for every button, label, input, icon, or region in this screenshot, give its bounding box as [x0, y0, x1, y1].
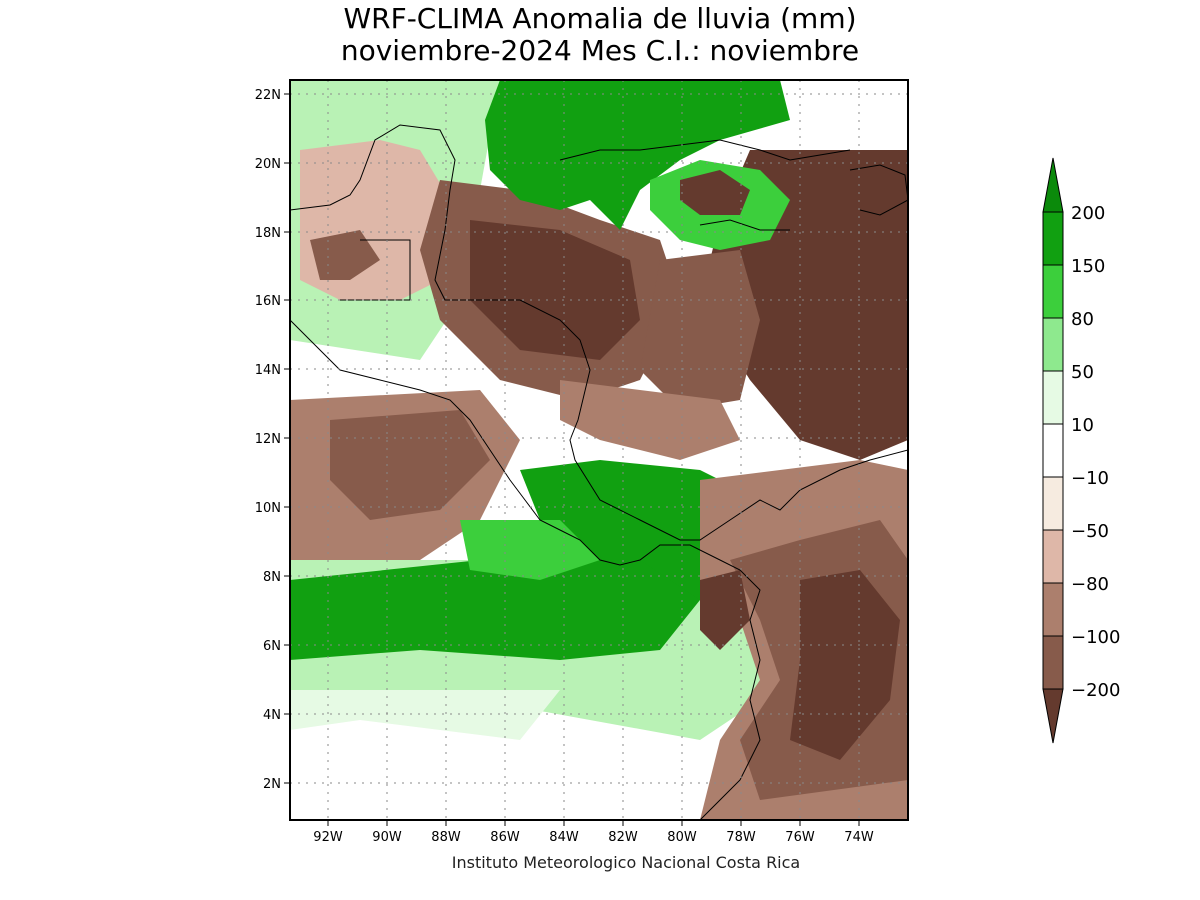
colorbar-box	[1042, 370, 1064, 425]
brown-jamaica-core	[680, 170, 750, 215]
colorbar-box	[1042, 264, 1064, 319]
lon-labels: 92W 90W 88W 86W 84W 82W 80W 78W 76W 74W	[313, 830, 874, 845]
lon-tick-label: 86W	[490, 830, 520, 845]
pale-green-south	[290, 690, 560, 740]
map-frame	[289, 79, 909, 821]
colorbar-label: 80	[1071, 309, 1094, 330]
colorbar-label: −10	[1071, 468, 1109, 489]
colorbar-label: −100	[1071, 627, 1120, 648]
lon-tick-label: 82W	[608, 830, 638, 845]
lat-tick-label: 12N	[255, 432, 281, 447]
triangle-up-icon	[1042, 157, 1064, 213]
lat-tick-label: 22N	[255, 88, 281, 103]
colorbar	[1042, 157, 1064, 744]
colorbar-label: −200	[1071, 680, 1120, 701]
brown-caribbean-south	[560, 380, 740, 460]
cuba-coast	[559, 139, 851, 161]
colorbar-label: 200	[1071, 203, 1105, 224]
jamaica-coast	[699, 219, 790, 231]
colorbar-label: −50	[1071, 521, 1109, 542]
green-pacific-coast	[460, 520, 600, 580]
colorbar-box	[1042, 635, 1064, 690]
hispaniola-coast	[849, 164, 908, 216]
map-field	[290, 80, 908, 820]
colorbar-box	[1042, 582, 1064, 637]
lat-tick-label: 2N	[263, 777, 281, 792]
lat-tick-label: 14N	[255, 363, 281, 378]
map-title-line1: WRF-CLIMA Anomalia de lluvia (mm)	[343, 2, 857, 35]
lon-tick-label: 92W	[313, 830, 343, 845]
map-title-line2: noviembre-2024 Mes C.I.: noviembre	[340, 34, 860, 67]
lon-tick-label: 80W	[667, 830, 697, 845]
lat-tick-label: 18N	[255, 226, 281, 241]
lat-tick-label: 20N	[255, 157, 281, 172]
colorbar-label: 50	[1071, 362, 1094, 383]
tick-marks	[284, 93, 860, 826]
lat-tick-label: 8N	[263, 570, 281, 585]
brown-guatemala-north	[310, 230, 380, 280]
lon-tick-label: 90W	[372, 830, 402, 845]
credit-label: Instituto Meteorologico Nacional Costa R…	[451, 853, 801, 872]
colorbar-labels: 200 150 80 50 10 −10 −50 −80 −100 −200	[1071, 203, 1120, 701]
brown-uraba	[700, 570, 750, 650]
lat-tick-label: 16N	[255, 294, 281, 309]
triangle-down-icon	[1042, 688, 1064, 744]
colorbar-box	[1042, 211, 1064, 266]
colorbar-box	[1042, 529, 1064, 584]
lat-labels: 22N 20N 18N 16N 14N 12N 10N 8N 6N 4N 2N	[255, 88, 281, 792]
colorbar-box	[1042, 423, 1064, 478]
colorbar-box	[1042, 317, 1064, 372]
brown-caribbean-central	[640, 250, 760, 410]
graticule	[290, 80, 908, 820]
lat-tick-label: 4N	[263, 708, 281, 723]
green-pacific-band	[290, 560, 700, 660]
colorbar-label: 10	[1071, 415, 1094, 436]
caribbean-coastline	[290, 124, 908, 541]
lon-tick-label: 74W	[844, 830, 874, 845]
lon-tick-label: 84W	[549, 830, 579, 845]
colorbar-label: 150	[1071, 256, 1105, 277]
brown-caribbean-west-core	[470, 220, 640, 360]
colorbar-box	[1042, 476, 1064, 531]
brown-colombia-deep	[790, 570, 900, 760]
lon-tick-label: 78W	[726, 830, 756, 845]
pacific-coastline	[290, 319, 761, 820]
colorbar-label: −80	[1071, 574, 1109, 595]
green-north-caribbean	[485, 80, 790, 230]
lon-tick-label: 76W	[785, 830, 815, 845]
lat-tick-label: 10N	[255, 501, 281, 516]
lat-tick-label: 6N	[263, 639, 281, 654]
lon-tick-label: 88W	[431, 830, 461, 845]
